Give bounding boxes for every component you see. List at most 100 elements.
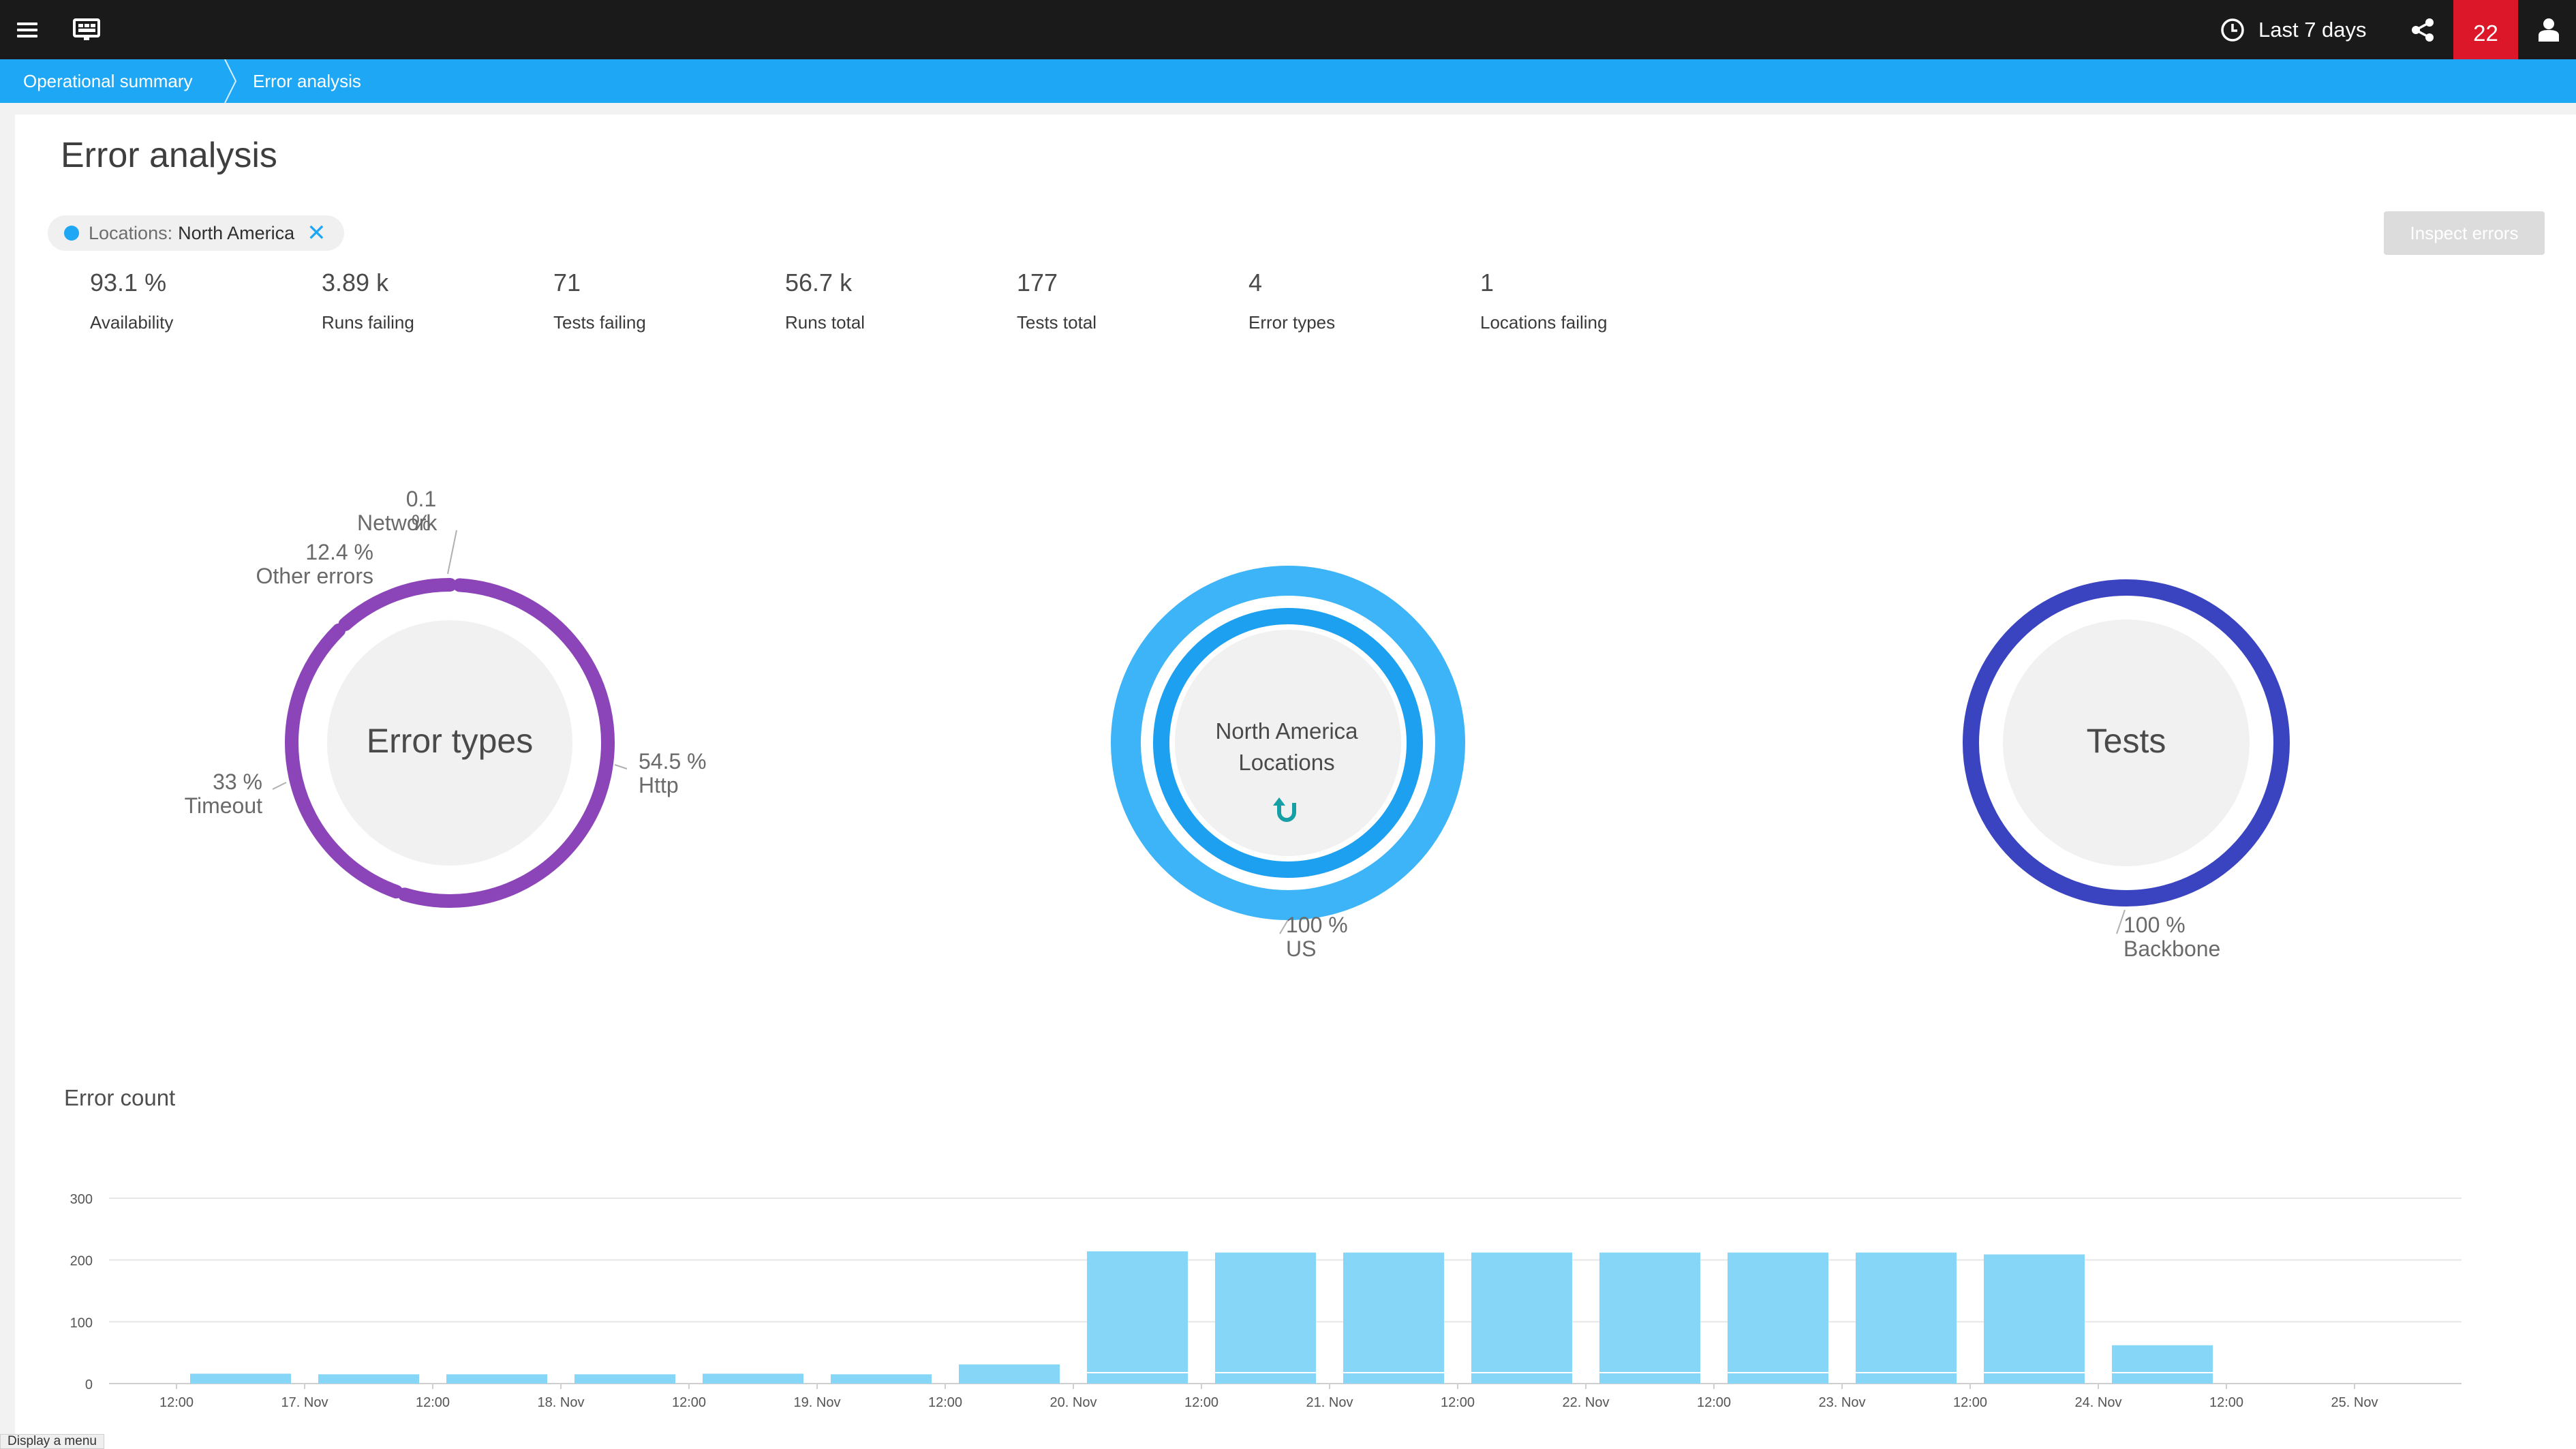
x-tick-label: 18. Nov: [538, 1395, 585, 1410]
kpi-label: Runs failing: [322, 312, 414, 333]
bar[interactable]: [2112, 1345, 2213, 1384]
tests-ring[interactable]: [1963, 579, 2290, 906]
bar[interactable]: [703, 1373, 803, 1384]
y-tick-label: 100: [70, 1315, 93, 1330]
x-tick-label: 12:00: [928, 1395, 962, 1410]
kpi-label: Tests failing: [553, 312, 646, 333]
timeout-label: Timeout: [184, 793, 262, 818]
dashboard-icon[interactable]: [68, 0, 105, 59]
backbone-pct: 100 %: [2123, 913, 2186, 937]
breadcrumb-separator-icon: [224, 59, 237, 103]
kpi-value: 1: [1480, 269, 1494, 296]
kpi-value: 56.7 k: [785, 269, 853, 296]
kpi-value: 4: [1248, 269, 1263, 296]
x-tick-label: 12:00: [1953, 1395, 1987, 1410]
breadcrumb: Operational summary Error analysis: [0, 59, 2576, 103]
hamburger-icon[interactable]: [10, 0, 44, 59]
timeframe-selector[interactable]: Last 7 days: [2220, 0, 2367, 59]
bar[interactable]: [1343, 1252, 1444, 1384]
y-tick-label: 0: [85, 1377, 93, 1392]
bar[interactable]: [1215, 1252, 1316, 1384]
kpi-label: Locations failing: [1480, 312, 1608, 333]
kpi-value: 93.1 %: [90, 269, 167, 296]
tests-donut[interactable]: [1948, 564, 2305, 921]
kpi-locations-failing[interactable]: 1 Locations failing: [1480, 269, 1607, 333]
bar[interactable]: [190, 1373, 291, 1384]
bar[interactable]: [959, 1364, 1060, 1384]
kpi-label: Availability: [90, 312, 174, 333]
kpi-value: 3.89 k: [322, 269, 389, 296]
bar[interactable]: [1856, 1252, 1957, 1384]
x-tick-label: 12:00: [2209, 1395, 2243, 1410]
kpi-runs-total[interactable]: 56.7 k Runs total: [785, 269, 865, 333]
timeframe-label: Last 7 days: [2258, 17, 2367, 42]
error-types-donut[interactable]: [273, 566, 627, 920]
x-tick-label: 17. Nov: [281, 1395, 328, 1410]
kpi-runs-failing[interactable]: 3.89 k Runs failing: [322, 269, 414, 333]
page-title: Error analysis: [61, 136, 277, 175]
x-tick-label: 12:00: [1441, 1395, 1475, 1410]
notifications-badge[interactable]: 22: [2453, 0, 2518, 59]
x-tick-label: 21. Nov: [1306, 1395, 1353, 1410]
backbone-label: Backbone: [2123, 936, 2221, 961]
locations-donut[interactable]: [1109, 564, 1467, 921]
y-tick-label: 300: [70, 1192, 93, 1207]
donut-center: [1175, 630, 1401, 856]
share-icon[interactable]: [2406, 0, 2440, 59]
http-label: Http: [639, 773, 679, 797]
close-icon[interactable]: ✕: [307, 220, 326, 246]
y-tick-label: 200: [70, 1254, 93, 1269]
bar[interactable]: [318, 1374, 419, 1384]
user-icon[interactable]: [2530, 0, 2568, 59]
kpi-value: 177: [1017, 269, 1058, 296]
donut-center: [327, 620, 572, 866]
network-annotation: 0.1 %: [394, 487, 448, 535]
error-type-segments[interactable]: [285, 578, 615, 908]
locations-center-label: North America Locations: [1150, 716, 1423, 778]
segment-timeout[interactable]: [285, 623, 403, 899]
bar[interactable]: [574, 1374, 675, 1384]
inspect-errors-button[interactable]: Inspect errors: [2384, 211, 2545, 255]
locations-inner-ring[interactable]: [1153, 608, 1423, 878]
kpi-tests-failing[interactable]: 71 Tests failing: [553, 269, 646, 333]
segment-http[interactable]: [397, 578, 615, 908]
bar[interactable]: [1087, 1251, 1188, 1384]
x-tick-label: 12:00: [416, 1395, 450, 1410]
segment-other-errors[interactable]: [338, 578, 457, 631]
x-tick-label: 12:00: [1697, 1395, 1731, 1410]
breadcrumb-item-operational-summary[interactable]: Operational summary: [23, 70, 193, 91]
us-label: US: [1286, 936, 1317, 961]
http-pct: 54.5 %: [639, 749, 707, 774]
chart-title: Error count: [64, 1085, 176, 1110]
x-tick-label: 19. Nov: [794, 1395, 841, 1410]
other-errors-pct: 12.4 %: [305, 540, 373, 564]
kpi-error-types[interactable]: 4 Error types: [1248, 269, 1335, 333]
bar[interactable]: [831, 1374, 932, 1384]
drill-up-icon[interactable]: [1273, 792, 1300, 823]
x-tick-label: 12:00: [1184, 1395, 1218, 1410]
bar[interactable]: [446, 1374, 547, 1384]
kpi-label: Runs total: [785, 312, 865, 333]
timeout-pct: 33 %: [213, 769, 262, 794]
bar[interactable]: [1728, 1252, 1828, 1384]
locations-outer-ring[interactable]: [1111, 566, 1465, 920]
http-annotation: 54.5 % Http: [639, 750, 707, 797]
x-tick-label: 22. Nov: [1563, 1395, 1610, 1410]
location-filter-chip[interactable]: Locations: North America ✕: [48, 215, 344, 251]
x-tick-label: 20. Nov: [1050, 1395, 1097, 1410]
kpi-availability[interactable]: 93.1 % Availability: [90, 269, 173, 333]
other-errors-annotation: 12.4 % Other errors: [232, 540, 373, 588]
timeout-annotation: 33 % Timeout: [150, 770, 262, 818]
network-label: Network: [357, 510, 438, 535]
filter-value: North America: [178, 222, 295, 243]
breadcrumb-item-error-analysis[interactable]: Error analysis: [253, 70, 361, 91]
bar[interactable]: [1599, 1252, 1700, 1384]
kpi-tests-total[interactable]: 177 Tests total: [1017, 269, 1097, 333]
filter-dot-icon: [64, 226, 79, 241]
bar[interactable]: [1471, 1252, 1572, 1384]
bar[interactable]: [1984, 1254, 2085, 1384]
x-tick-label: 25. Nov: [2331, 1395, 2378, 1410]
kpi-label: Tests total: [1017, 312, 1097, 333]
